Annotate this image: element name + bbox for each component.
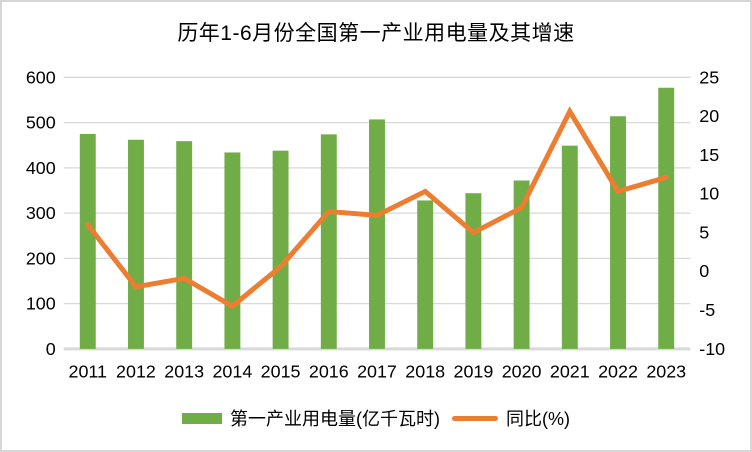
bar-2014 — [224, 152, 241, 349]
x-axis-tick-label: 2019 — [453, 362, 493, 382]
x-axis-tick-label: 2011 — [69, 362, 108, 382]
right-axis-tick-label: 0 — [699, 261, 709, 281]
x-axis-tick-label: 2022 — [598, 362, 638, 382]
bar-2012 — [128, 139, 144, 349]
bar-series-label: 第一产业用电量(亿千瓦时) — [230, 409, 440, 429]
legend-item-line-series: 同比(%) — [452, 405, 570, 431]
right-axis-tick-label: -5 — [699, 300, 715, 320]
right-axis-tick-label: 20 — [699, 106, 719, 126]
x-axis-tick-label: 2016 — [309, 362, 349, 382]
x-axis-tick-label: 2020 — [502, 362, 542, 382]
bar-2019 — [465, 193, 482, 349]
left-axis-tick-label: 300 — [26, 203, 56, 223]
right-axis-tick-label: 25 — [699, 67, 719, 87]
x-axis-tick-label: 2018 — [405, 362, 445, 382]
line-series-swatch-icon — [452, 415, 498, 421]
bar-2016 — [320, 134, 337, 349]
chart-title: 历年1-6月份全国第一产业用电量及其增速 — [177, 22, 575, 45]
x-axis-tick-label: 2017 — [357, 362, 397, 382]
growth-line — [85, 106, 669, 310]
bar-2020 — [513, 180, 530, 349]
left-axis-tick-label: 100 — [26, 294, 56, 314]
left-axis-tick-label: 500 — [26, 113, 56, 133]
bar-2011 — [79, 133, 96, 349]
bar-2017 — [369, 119, 385, 349]
legend-item-bar-series: 第一产业用电量(亿千瓦时) — [182, 405, 440, 431]
x-axis-tick-label: 2014 — [212, 362, 252, 382]
x-axis-tick-label: 2023 — [646, 362, 686, 382]
x-axis-tick-label: 2013 — [164, 362, 204, 382]
left-axis-tick-label: 400 — [26, 158, 56, 178]
bar-series-swatch-icon — [182, 412, 222, 424]
line-series-label: 同比(%) — [506, 409, 570, 429]
bar-2022 — [610, 116, 626, 349]
legend: 第一产业用电量(亿千瓦时) 同比(%) — [2, 405, 750, 431]
right-axis-tick-label: 15 — [699, 145, 719, 165]
bar-2023 — [658, 87, 675, 349]
bar-2021 — [561, 145, 578, 349]
right-axis-tick-label: -10 — [699, 339, 725, 359]
left-axis-tick-label: 200 — [26, 248, 56, 268]
bar-2013 — [176, 141, 193, 349]
right-axis-tick-label: 5 — [699, 222, 709, 242]
left-axis-tick-label: 600 — [26, 67, 56, 87]
x-axis-tick-label: 2021 — [550, 362, 590, 382]
left-axis-tick-label: 0 — [46, 339, 56, 359]
bar-2015 — [272, 150, 289, 349]
x-axis-tick-label: 2012 — [116, 362, 156, 382]
x-axis-tick-label: 2015 — [261, 362, 301, 382]
bar-2018 — [417, 200, 434, 349]
right-axis-tick-label: 10 — [699, 184, 719, 204]
